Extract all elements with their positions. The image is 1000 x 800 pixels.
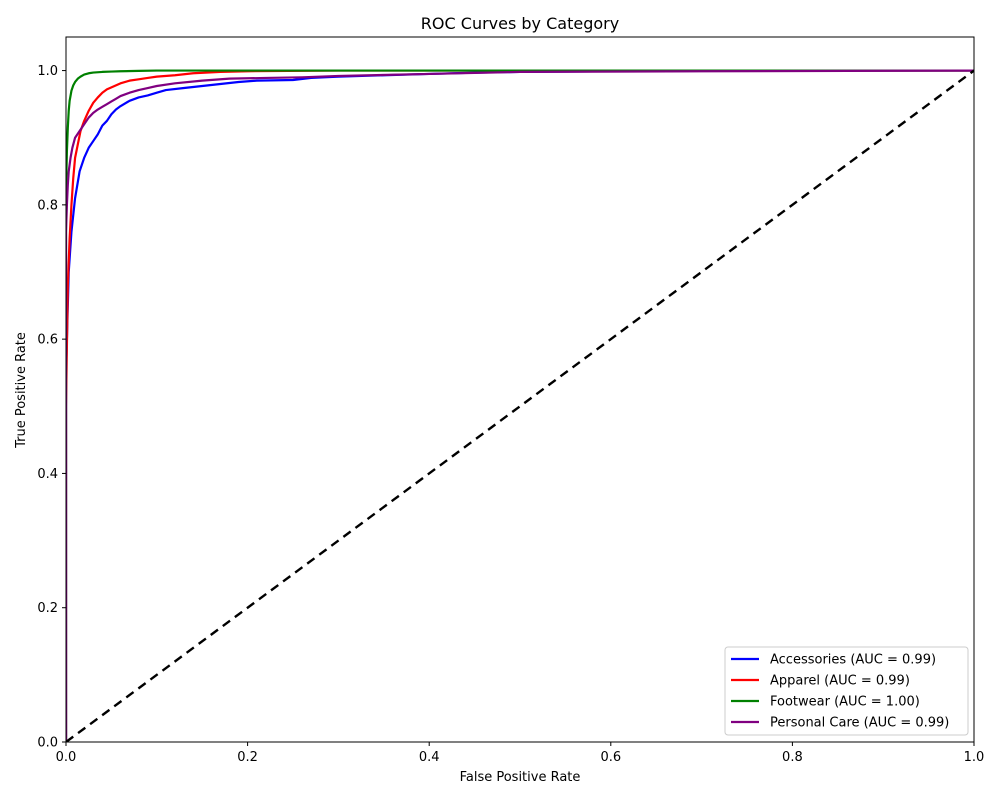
x-tick-label: 0.6	[600, 750, 621, 765]
series-line-footwear	[66, 69, 974, 742]
y-tick-label: 0.8	[37, 198, 58, 213]
legend-box	[724, 646, 969, 736]
x-axis-ticks: 0.0 0.2 0.4 0.6 0.8 1.0	[56, 742, 985, 765]
series-line-personal-care	[66, 69, 974, 742]
y-tick-label: 0.4	[37, 467, 58, 482]
y-tick-label: 0.2	[37, 601, 58, 616]
y-tick-label: 0.6	[37, 333, 58, 348]
chart-title: ROC Curves by Category	[421, 14, 619, 33]
legend-label: Apparel (AUC = 0.99)	[770, 674, 910, 689]
legend-label: Accessories (AUC = 0.99)	[770, 653, 936, 668]
x-tick-label: 0.8	[782, 750, 803, 765]
series-layer	[66, 69, 974, 742]
x-tick-label: 0.0	[56, 750, 77, 765]
y-axis-ticks: 0.0 0.2 0.4 0.6 0.8 1.0	[37, 64, 66, 751]
plot-frame	[65, 36, 975, 743]
x-tick-label: 0.2	[237, 750, 258, 765]
y-tick-label: 0.0	[37, 736, 58, 751]
x-axis-label: False Positive Rate	[460, 770, 581, 785]
y-tick-label: 1.0	[37, 64, 58, 79]
chance-reference-line	[66, 69, 974, 742]
legend-label: Personal Care (AUC = 0.99)	[770, 716, 949, 731]
plot-area	[65, 36, 975, 743]
x-tick-label: 0.4	[419, 750, 440, 765]
legend-label: Footwear (AUC = 1.00)	[770, 695, 920, 710]
series-line-apparel	[66, 69, 974, 742]
x-tick-label: 1.0	[964, 750, 985, 765]
legend: Accessories (AUC = 0.99) Apparel (AUC = 0…	[724, 646, 969, 736]
y-axis-label: True Positive Rate	[14, 332, 29, 449]
